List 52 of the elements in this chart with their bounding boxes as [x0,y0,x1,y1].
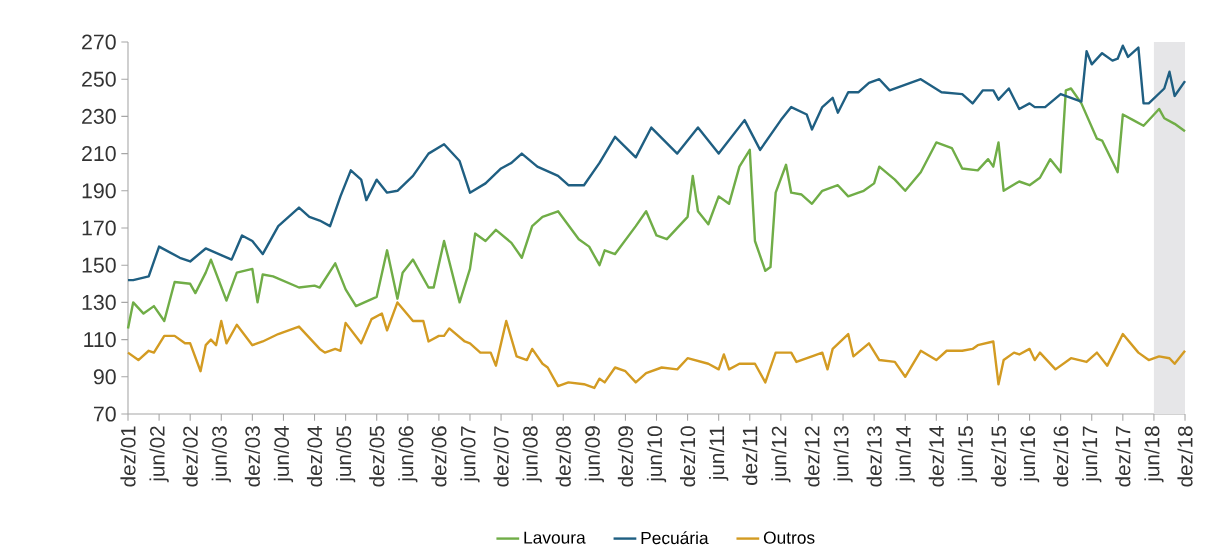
y-tick-label: 270 [82,34,116,50]
x-tick-label: jun/03 [211,426,231,483]
y-tick-label: 230 [82,108,116,124]
y-tick-label: 210 [82,145,116,162]
y-tick-label: 170 [82,220,116,236]
y-tick-label: 130 [82,294,116,310]
legend-label: Outros [763,531,815,544]
line-series [126,301,1187,390]
x-tick-label: dez/06 [431,426,447,487]
x-tick-label: dez/09 [617,426,634,487]
x-tick-label: dez/18 [1177,426,1193,487]
line-series [126,87,1187,330]
y-tick-label: 70 [93,406,116,422]
x-tick-label: dez/12 [804,426,820,487]
x-tick-label: jun/04 [273,425,294,483]
x-tick-label: jun/05 [335,426,356,483]
line-series [126,44,1187,282]
x-tick-label: dez/15 [990,426,1007,487]
y-tick-label: 190 [82,183,116,199]
x-tick-label: jun/07 [460,426,480,483]
y-tick-label: 150 [82,257,116,273]
x-tick-label: dez/17 [1115,426,1131,487]
x-tick-label: jun/08 [522,426,542,483]
legend-label: Lavoura [524,531,586,544]
x-tick-label: dez/02 [182,426,198,487]
x-tick-label: jun/02 [149,426,169,483]
x-tick-label: jun/06 [398,426,418,483]
x-tick-label: dez/16 [1053,426,1069,487]
x-tick-label: dez/05 [369,426,385,487]
x-tick-label: dez/07 [493,426,509,487]
x-tick-label: jun/14 [895,425,915,483]
x-tick-label: jun/12 [771,426,791,483]
x-tick-label: jun/09 [584,426,604,483]
y-tick-label: 110 [84,331,116,348]
x-tick-label: jun/16 [1019,426,1040,483]
x-tick-label: dez/04 [306,425,323,487]
x-tick-label: jun/11 [709,426,729,481]
x-tick-label: dez/13 [866,426,882,487]
x-tick-label: jun/18 [1144,426,1164,483]
x-tick-label: dez/14 [928,425,944,487]
x-tick-label: jun/17 [1082,426,1102,483]
x-tick-label: jun/13 [833,426,853,483]
x-tick-label: dez/01 [120,426,136,487]
x-tick-label: dez/11 [742,426,758,485]
y-tick-label: 90 [93,369,116,385]
x-tick-label: dez/10 [680,426,696,487]
x-tick-label: dez/03 [244,426,260,487]
legend-label: Pecuária [641,531,709,544]
x-tick-label: dez/08 [555,426,571,487]
y-tick-label: 250 [82,71,116,87]
x-tick-label: jun/15 [957,426,978,483]
x-tick-label: jun/10 [646,426,667,483]
